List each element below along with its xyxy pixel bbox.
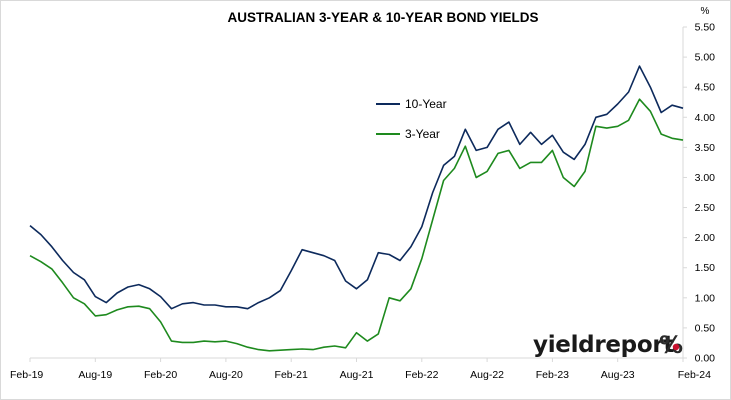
- x-tick-label: Aug-21: [340, 369, 374, 381]
- chart-title: AUSTRALIAN 3-YEAR & 10-YEAR BOND YIELDS: [227, 10, 538, 25]
- x-tick-label: Aug-22: [470, 369, 504, 381]
- y-tick-label: 4.50: [695, 82, 716, 94]
- x-tick-label: Feb-24: [678, 369, 711, 381]
- series-layer: [29, 65, 684, 352]
- y-tick-label: 3.00: [695, 172, 716, 184]
- legend-label: 10-Year: [405, 97, 447, 111]
- y-tick-label: 4.00: [695, 112, 716, 124]
- y-axis-unit: %: [701, 6, 710, 17]
- y-axis-ticks: 0.00 0.50 1.00 1.50 2.00 2.50 3.00 3.50 4.00 4.50…: [683, 22, 715, 365]
- x-tick-label: Aug-20: [209, 369, 243, 381]
- y-tick-label: 5.50: [695, 22, 716, 34]
- y-tick-label: 2.50: [695, 202, 716, 214]
- series-line-3-year: [29, 98, 684, 352]
- brand-percent-symbol: %: [659, 331, 683, 359]
- series-line-10-year: [29, 65, 684, 310]
- y-tick-label: 1.00: [695, 292, 716, 304]
- x-tick-label: Feb-23: [536, 369, 569, 381]
- x-tick-label: Feb-21: [275, 369, 308, 381]
- y-tick-label: 5.00: [695, 52, 716, 64]
- y-tick-label: 0.00: [695, 353, 716, 365]
- x-tick-label: Feb-22: [405, 369, 438, 381]
- x-tick-label: Feb-19: [10, 369, 43, 381]
- x-tick-label: Aug-19: [78, 369, 112, 381]
- x-tick-label: Aug-23: [601, 369, 635, 381]
- yieldreport-logo: yieldreport %: [533, 331, 683, 359]
- x-axis-ticks: Feb-19 Aug-19 Feb-20 Aug-20 Feb-21 Aug-21 Feb-…: [10, 358, 711, 381]
- brand-wordmark: yieldreport: [533, 332, 674, 358]
- x-tick-label: Feb-20: [144, 369, 177, 381]
- brand-red-dot: [672, 343, 680, 351]
- y-tick-label: 2.00: [695, 232, 716, 244]
- legend: 10-Year 3-Year: [376, 97, 447, 141]
- legend-label: 3-Year: [405, 127, 440, 141]
- y-tick-label: 0.50: [695, 322, 716, 334]
- y-tick-label: 1.50: [695, 262, 716, 274]
- y-tick-label: 3.50: [695, 142, 716, 154]
